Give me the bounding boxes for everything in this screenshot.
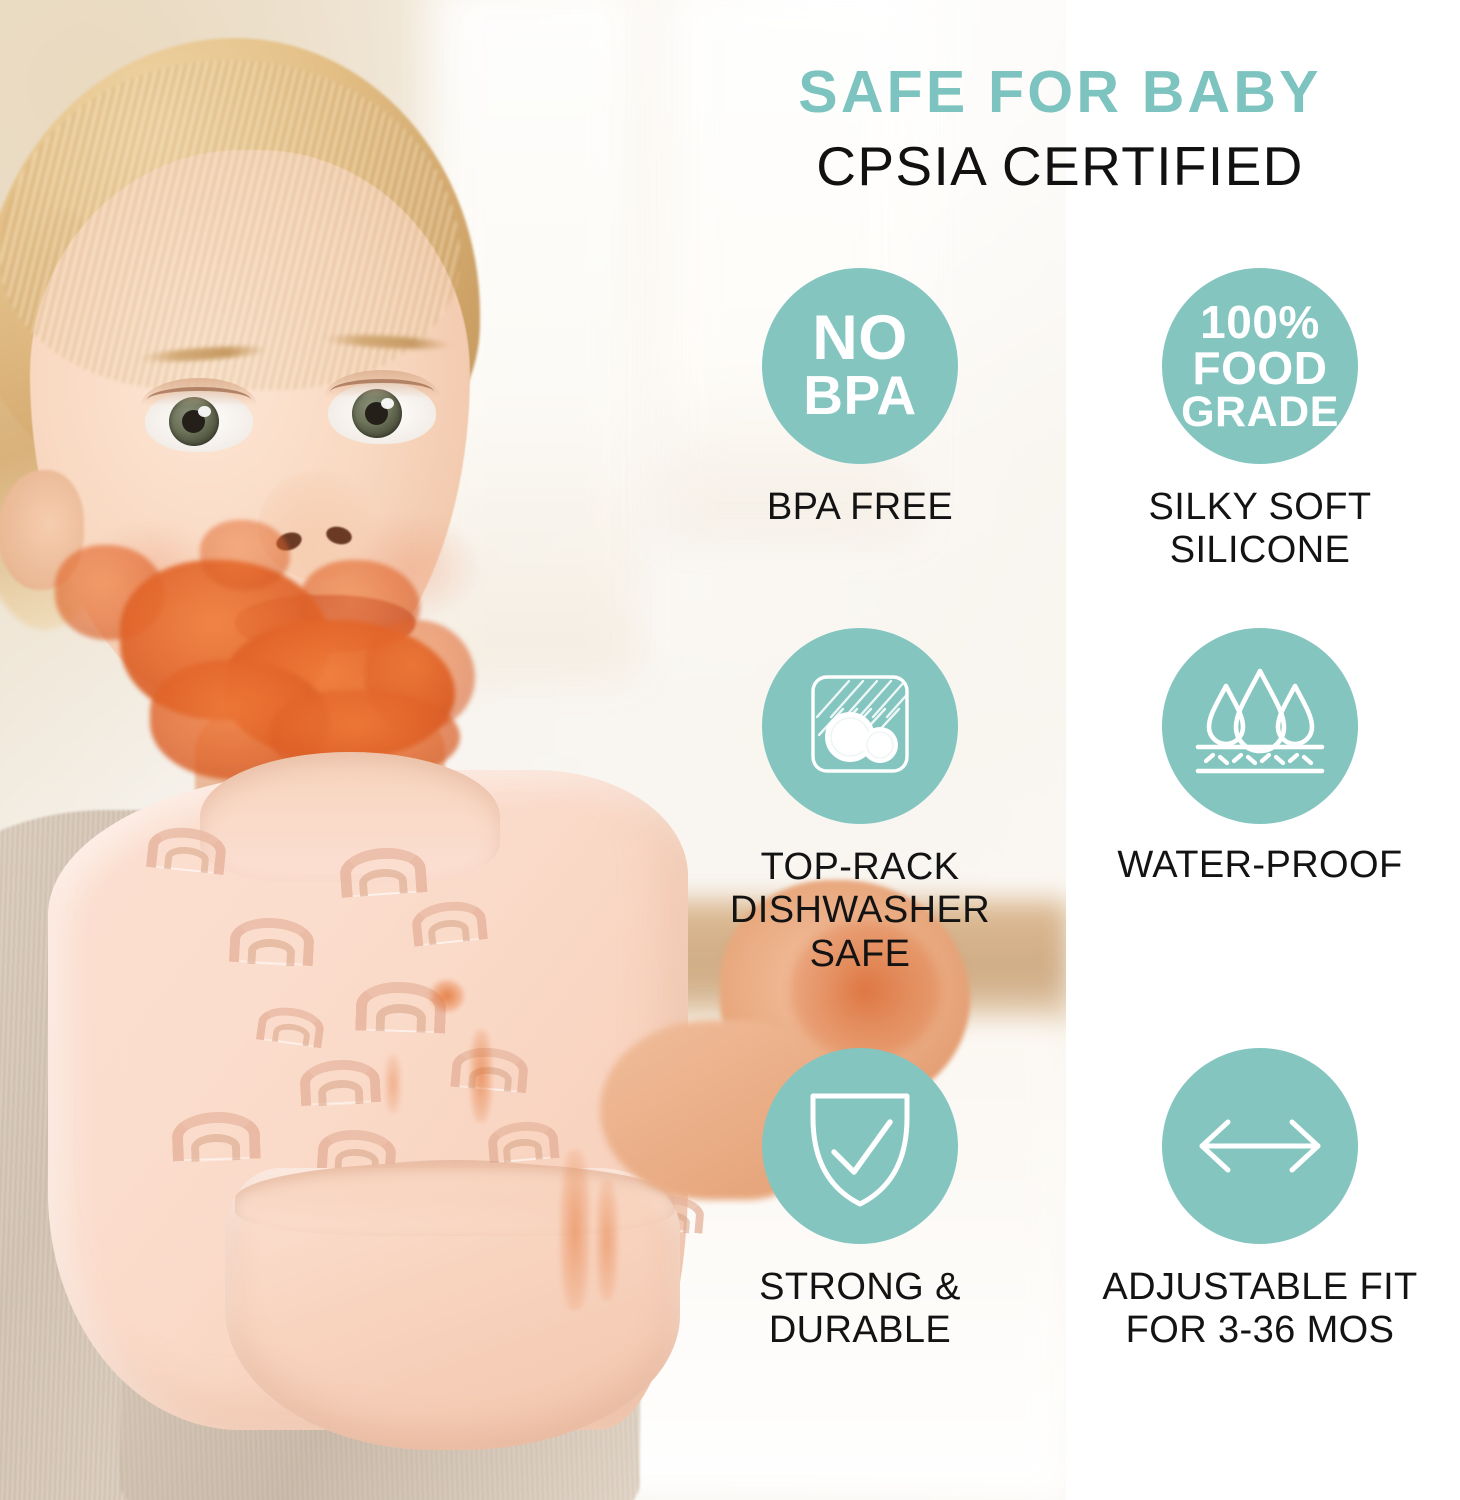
- eye-left: [141, 378, 257, 452]
- bib-pocket-lip: [235, 1162, 675, 1236]
- food-grade-line2: FOOD: [1192, 341, 1328, 394]
- feature-silky-soft-silicone: 100% FOOD GRADE SILKY SOFT SILICONE: [1060, 268, 1460, 628]
- feature-caption: STRONG & DURABLE: [759, 1266, 961, 1352]
- feature-water-proof: WATER-PROOF: [1060, 628, 1460, 1048]
- rainbow-motif-inner: [190, 1132, 242, 1162]
- heading-block: SAFE FOR BABY CPSIA CERTIFIED: [660, 59, 1460, 197]
- bib-neck-opening: [200, 752, 500, 882]
- food-grade-line1: 100%: [1200, 295, 1320, 348]
- water-droplets-icon: [1162, 628, 1358, 824]
- no-bpa-icon: NO BPA: [762, 268, 958, 464]
- feature-caption: SILKY SOFT SILICONE: [1148, 486, 1372, 572]
- feature-caption: BPA FREE: [766, 486, 954, 528]
- eye-right: [324, 370, 440, 444]
- rainbow-motif-inner: [375, 1003, 427, 1033]
- no-bpa-line2: BPA: [803, 364, 917, 427]
- feature-bpa-free: NO BPA BPA FREE: [660, 268, 1060, 628]
- bib-sauce-stain: [385, 1055, 401, 1113]
- hand-sauce: [790, 920, 940, 1060]
- food-grade-icon: 100% FOOD GRADE: [1162, 268, 1358, 464]
- feature-caption: WATER-PROOF: [1117, 844, 1403, 886]
- bib-sauce-stain: [596, 1180, 618, 1300]
- dishwasher-icon: [762, 628, 958, 824]
- bib-sauce-stain: [430, 980, 464, 1012]
- page-subtitle: CPSIA CERTIFIED: [816, 134, 1304, 197]
- feature-strong-durable: STRONG & DURABLE: [660, 1048, 1060, 1468]
- feature-grid: NO BPA BPA FREE 100% FOOD GRADE SILKY SO…: [660, 268, 1460, 1498]
- food-grade-line3: GRADE: [1181, 387, 1339, 436]
- feature-adjustable-fit: ADJUSTABLE FIT FOR 3-36 MOS: [1060, 1048, 1460, 1468]
- feature-dishwasher-safe: TOP-RACK DISHWASHER SAFE: [660, 628, 1060, 1048]
- feature-caption: TOP-RACK DISHWASHER SAFE: [729, 846, 991, 975]
- bib-sauce-stain: [470, 1030, 492, 1122]
- bib-sauce-stain: [560, 1150, 590, 1310]
- sauce-stain: [200, 520, 290, 590]
- feature-caption: ADJUSTABLE FIT FOR 3-36 MOS: [1102, 1266, 1418, 1352]
- no-bpa-line1: NO: [812, 302, 908, 373]
- shield-check-icon: [762, 1048, 958, 1244]
- double-arrow-icon: [1162, 1048, 1358, 1244]
- page-title: SAFE FOR BABY: [798, 59, 1322, 125]
